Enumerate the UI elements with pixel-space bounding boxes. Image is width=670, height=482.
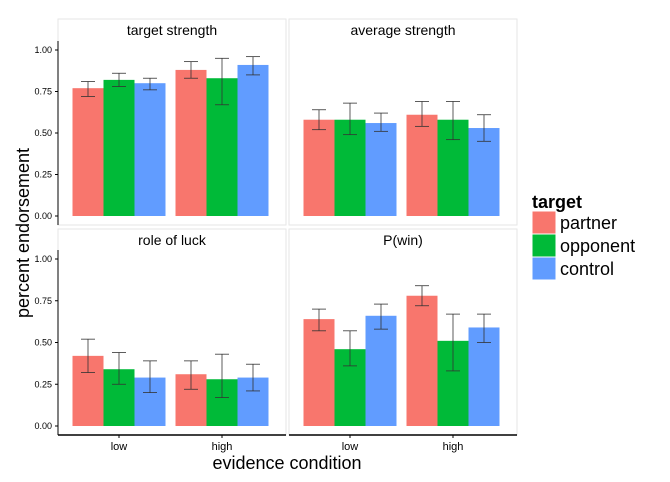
panel-title: role of luck [138,232,207,248]
panel-target-strength: target strength [57,18,287,226]
y-tick-label: 0.25 [34,170,52,180]
x-tick-label-low: low [111,441,128,453]
panel-title: target strength [127,22,217,38]
y-tick-label: 0.50 [34,338,52,348]
panel-p-win: P(win) [288,228,518,436]
legend-item-opponent: opponent [531,233,635,258]
legend-label: control [560,259,614,279]
y-tick-label: 0.50 [34,128,52,138]
y-tick-label: 0.75 [34,87,52,97]
bar-opponent-low [103,79,135,216]
bar-control-low [134,83,166,216]
bar-partner-high [406,114,438,216]
legend-swatch-opponent [531,233,557,258]
y-tick-label: 0.00 [34,421,52,431]
legend: target partner opponent control [531,192,635,281]
y-tick-label: 0.75 [34,296,52,306]
bar-control-low [365,123,397,216]
legend-item-partner: partner [531,210,617,235]
axes-layer: 0.00 0.25 0.50 0.75 1.00 0.00 0.25 0.50 0.75 1.00… [34,41,517,453]
y-tick-label: 0.25 [34,379,52,389]
x-tick-label-high: high [443,441,464,453]
bar-control-high [468,327,500,426]
bar-partner-low [303,119,335,216]
bar-partner-low [303,319,335,426]
bar-partner-low [72,88,104,216]
bar-control-low [365,315,397,426]
panel-title: average strength [350,22,455,38]
legend-swatch-control [531,256,557,281]
x-tick-label-high: high [212,441,233,453]
bar-partner-high [406,295,438,426]
panel-average-strength: average strength [288,18,518,226]
bar-control-high [468,128,500,216]
legend-swatch-partner [531,210,557,235]
legend-item-control: control [531,256,614,281]
bar-control-high [237,64,269,216]
legend-label: partner [560,213,617,233]
legend-title: target [532,192,582,212]
bar-partner-high [175,69,207,216]
bar-opponent-low [334,119,366,216]
x-tick-label-low: low [342,441,359,453]
x-axis-title: evidence condition [212,453,361,473]
y-tick-label: 1.00 [34,254,52,264]
panel-role-of-luck: role of luck [57,228,287,436]
y-tick-label: 1.00 [34,45,52,55]
legend-label: opponent [560,236,635,256]
panels-layer: target strength average strength role of l… [57,18,518,436]
panel-title: P(win) [383,232,423,248]
y-tick-label: 0.00 [34,211,52,221]
y-axis-title: percent endorsement [13,148,33,318]
